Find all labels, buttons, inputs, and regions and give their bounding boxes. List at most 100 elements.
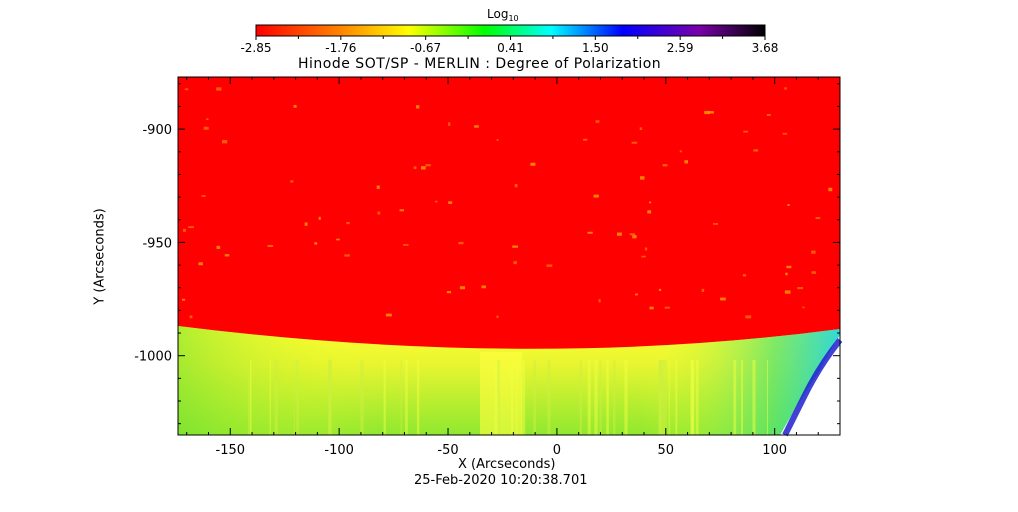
speckle — [448, 201, 453, 204]
disk-striation — [293, 360, 295, 435]
speckle — [782, 132, 788, 135]
speckle — [216, 245, 221, 249]
speckle — [206, 118, 209, 120]
speckle — [811, 271, 817, 274]
disk-striation — [533, 360, 537, 435]
disk-striation — [766, 360, 769, 435]
speckle — [344, 254, 350, 257]
colorbar-tick-label: 0.41 — [497, 41, 524, 55]
plot-frame — [177, 76, 841, 436]
disk-striation — [752, 360, 756, 435]
speckle — [658, 288, 662, 291]
central-strip — [480, 352, 522, 435]
speckle — [742, 274, 747, 277]
colorbar-ticks: -2.85 -1.76 -0.67 0.41 1.50 2.59 3.68 — [240, 36, 778, 55]
speckle — [787, 204, 790, 206]
speckle — [448, 122, 451, 126]
speckle — [385, 313, 392, 317]
speckle — [198, 262, 203, 266]
disk-striation — [248, 360, 251, 435]
speckle — [593, 194, 599, 198]
speckle — [403, 244, 409, 246]
speckle — [647, 210, 652, 214]
speckle — [766, 114, 771, 116]
speckle — [662, 164, 668, 167]
speckle — [474, 125, 479, 128]
speckle — [184, 88, 189, 91]
speckle — [293, 104, 297, 108]
speckle — [632, 235, 637, 239]
disk-striation — [733, 360, 737, 435]
y-axis-label: Y (Arcseconds) — [92, 208, 108, 305]
speckle — [496, 315, 499, 318]
x-tick-label: 0 — [553, 443, 561, 458]
speckle — [641, 255, 646, 258]
disk-striation — [663, 360, 667, 435]
speckle — [318, 216, 321, 220]
colorbar-tick-label: -2.85 — [240, 41, 271, 55]
speckle — [458, 241, 464, 245]
speckle — [182, 298, 186, 301]
disk-striation — [579, 360, 582, 435]
disk-striation — [516, 360, 518, 435]
disk-striation — [249, 360, 252, 435]
speckle — [684, 160, 688, 164]
colorbar — [255, 24, 766, 37]
speckle — [267, 245, 274, 247]
disk-striation — [416, 360, 420, 435]
disk-striation — [587, 360, 591, 435]
speckle — [828, 187, 833, 192]
speckle — [413, 166, 417, 170]
speckle — [595, 120, 600, 123]
x-tick-label: 100 — [762, 443, 787, 458]
x-tick-label: -150 — [216, 443, 246, 458]
speckle — [530, 162, 536, 166]
speckle — [183, 228, 186, 232]
speckle — [664, 306, 670, 309]
speckle — [459, 286, 466, 290]
speckle — [513, 261, 517, 265]
disk-striation — [405, 360, 408, 435]
speckle — [583, 138, 588, 141]
x-tick-label: -100 — [324, 443, 354, 458]
colorbar-tick-label: 1.50 — [582, 41, 609, 55]
speckle — [514, 183, 518, 188]
speckle — [546, 264, 553, 267]
disk-striation — [612, 360, 616, 435]
speckle — [631, 141, 638, 144]
speckle — [616, 232, 622, 236]
speckle — [481, 285, 486, 289]
speckle — [649, 201, 652, 204]
chart-title: Hinode SOT/SP - MERLIN : Degree of Polar… — [298, 56, 662, 72]
disk-striation — [521, 360, 526, 435]
y-tick-label: -1000 — [134, 350, 172, 365]
disk-striation — [691, 360, 695, 435]
speckle — [649, 306, 654, 310]
speckle — [753, 149, 759, 152]
speckle — [188, 226, 194, 229]
x-tick-label: -50 — [437, 443, 458, 458]
axis-ticks: -150 -100 -50 0 50 100 -900 -950 -1000 — [134, 77, 841, 458]
disk-striation — [695, 360, 699, 435]
speckle — [815, 217, 821, 220]
speckle — [639, 127, 643, 131]
speckle — [377, 211, 381, 215]
speckle — [701, 288, 705, 292]
disk-striation — [494, 360, 498, 435]
disk-striation — [661, 360, 664, 435]
speckle — [415, 105, 420, 109]
speckle — [201, 195, 206, 197]
disk-striation — [510, 360, 514, 435]
disk-striation — [360, 360, 364, 435]
speckle — [743, 130, 749, 133]
disk-striation — [658, 360, 662, 435]
speckle — [512, 245, 518, 248]
speckle — [425, 164, 431, 167]
disk-striation — [496, 360, 500, 435]
speckle — [644, 247, 648, 251]
speckle — [222, 139, 228, 144]
speckle — [785, 272, 788, 276]
speckle — [435, 200, 438, 203]
speckle — [802, 306, 805, 309]
